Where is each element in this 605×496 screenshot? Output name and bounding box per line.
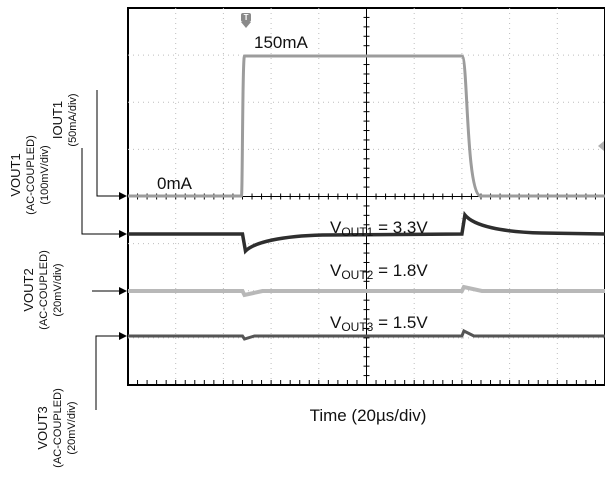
trace-vout2: [128, 284, 605, 298]
iout1-channel-label: IOUT1 (50mA/div): [50, 93, 79, 146]
svg-text:(20mV/div): (20mV/div): [52, 263, 64, 316]
trace-iout1: [128, 54, 605, 198]
svg-text:VOUT2: VOUT2: [21, 268, 36, 311]
current-low-label: 0mA: [157, 174, 193, 193]
vout1-leader: [81, 148, 122, 235]
svg-text:(20mV/div): (20mV/div): [66, 401, 78, 454]
channel-leader-lines: [81, 90, 127, 410]
traces: [128, 54, 605, 341]
vout2-annotation: VOUT2 = 1.8V: [330, 261, 428, 282]
x-axis-label: Time (20µs/div): [310, 406, 427, 425]
svg-text:VOUT1: VOUT1: [8, 153, 23, 196]
iout1-leader: [96, 90, 122, 197]
vout2-channel-label: VOUT2 (AC-COUPLED) (20mV/div): [21, 250, 64, 329]
vout3-annotation: VOUT3 = 1.5V: [330, 313, 428, 334]
svg-text:T: T: [244, 13, 249, 22]
trigger-marker-icon: T: [241, 13, 251, 28]
vout2-leader-arrow-icon: [119, 287, 127, 295]
vout1-channel-label: VOUT1 (AC-COUPLED) (100mV/div): [8, 135, 51, 214]
svg-text:VOUT3: VOUT3: [35, 406, 50, 449]
vout1-annotation: VOUT1 = 3.3V: [330, 218, 428, 239]
vout3-leader-arrow-icon: [119, 332, 127, 340]
svg-text:IOUT1: IOUT1: [50, 101, 65, 139]
trace-vout3: [128, 328, 605, 341]
current-high-label: 150mA: [254, 33, 309, 52]
trace-vout1: [128, 210, 605, 255]
trigger-level-marker-icon: [598, 141, 604, 151]
svg-text:(AC-COUPLED): (AC-COUPLED): [38, 250, 50, 329]
vout3-leader: [95, 335, 122, 410]
iout1-leader-arrow-icon: [119, 192, 127, 200]
vout1-leader-arrow-icon: [119, 230, 127, 238]
vout3-channel-label: VOUT3 (AC-COUPLED) (20mV/div): [35, 388, 78, 467]
svg-text:(AC-COUPLED): (AC-COUPLED): [52, 388, 64, 467]
svg-text:(100mV/div): (100mV/div): [39, 145, 51, 204]
svg-text:(50mA/div): (50mA/div): [67, 93, 79, 146]
svg-text:(AC-COUPLED): (AC-COUPLED): [25, 135, 37, 214]
